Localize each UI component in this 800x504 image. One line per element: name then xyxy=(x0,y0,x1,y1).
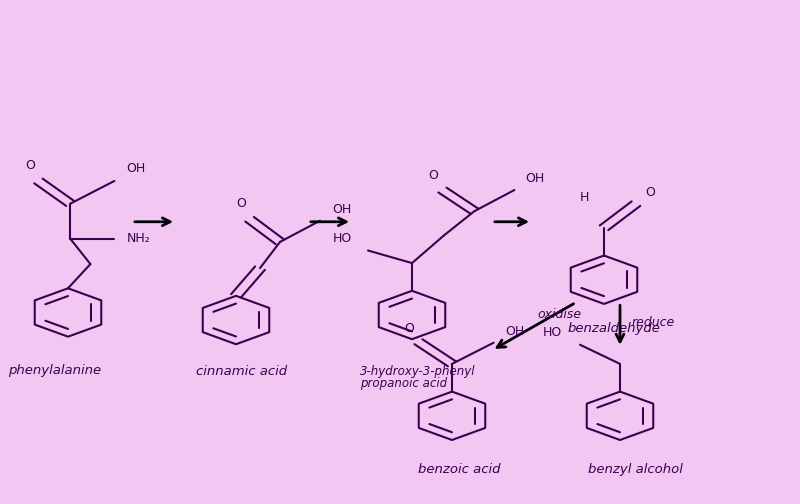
Text: OH: OH xyxy=(332,203,351,216)
Text: OH: OH xyxy=(525,172,544,185)
Text: benzyl alcohol: benzyl alcohol xyxy=(588,463,683,476)
Text: H: H xyxy=(579,191,589,204)
Text: O: O xyxy=(428,169,438,182)
Text: phenylalanine: phenylalanine xyxy=(8,364,101,377)
Text: HO: HO xyxy=(333,232,352,245)
Text: reduce: reduce xyxy=(632,316,675,329)
Text: O: O xyxy=(404,322,414,335)
Text: benzoic acid: benzoic acid xyxy=(418,463,500,476)
Text: O: O xyxy=(646,185,655,199)
Text: benzaldehyde: benzaldehyde xyxy=(568,322,661,335)
Text: HO: HO xyxy=(543,326,562,339)
Text: 3-hydroxy-3-phenyl: 3-hydroxy-3-phenyl xyxy=(360,365,475,379)
Text: O: O xyxy=(26,159,35,172)
Text: oxidise: oxidise xyxy=(538,308,582,322)
Text: O: O xyxy=(237,197,246,210)
Text: OH: OH xyxy=(505,325,524,338)
Text: propanoic acid: propanoic acid xyxy=(360,376,447,390)
Text: cinnamic acid: cinnamic acid xyxy=(196,365,287,379)
Text: NH₂: NH₂ xyxy=(126,232,150,245)
Text: OH: OH xyxy=(126,162,146,175)
